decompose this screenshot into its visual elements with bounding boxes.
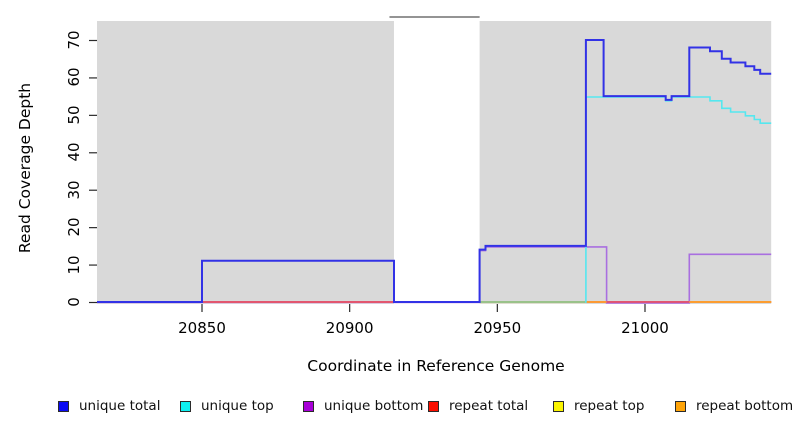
legend-swatch-unique-top-icon (180, 401, 191, 412)
series-unique-total (97, 39, 772, 303)
legend-item-repeat-top: repeat top (553, 399, 644, 414)
legend-swatch-repeat-bottom-icon (675, 401, 686, 412)
legend-item-unique-total: unique total (58, 399, 160, 414)
legend-label: repeat bottom (696, 398, 792, 414)
legend-swatch-unique-bottom-icon (303, 401, 314, 412)
plot-area (89, 16, 772, 312)
x-tick-label: 20900 (325, 319, 374, 337)
y-axis-title: Read Coverage Depth (16, 82, 34, 254)
x-tick-label: 20950 (473, 319, 522, 337)
x-tick-label: 21000 (621, 319, 669, 337)
x-axis-title: Coordinate in Reference Genome (307, 357, 565, 375)
legend-item-repeat-total: repeat total (428, 399, 528, 414)
x-tick-label: 20850 (178, 319, 226, 337)
legend-item-unique-top: unique top (180, 399, 274, 414)
y-tick-label: 70 (65, 30, 83, 50)
legend-label: repeat top (574, 398, 645, 414)
legend-label: unique total (79, 398, 161, 414)
legend-label: repeat total (449, 398, 529, 414)
legend-swatch-repeat-top-icon (553, 401, 564, 412)
gap-band (393, 17, 480, 304)
legend-swatch-unique-total-icon (58, 401, 69, 412)
legend-item-unique-bottom: unique bottom (303, 399, 423, 414)
legend-label: unique top (201, 398, 274, 414)
legend-label: unique bottom (324, 398, 424, 414)
legend-item-repeat-bottom: repeat bottom (675, 399, 792, 414)
legend-swatch-repeat-total-icon (428, 401, 439, 412)
